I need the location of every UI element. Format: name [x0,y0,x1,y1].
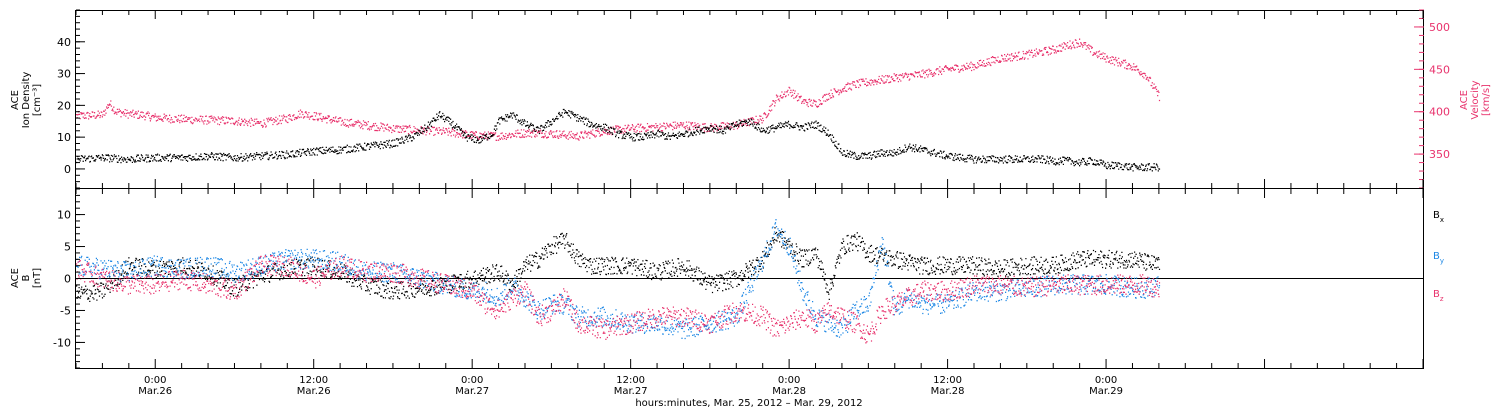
y-tick-label: 30 [57,68,71,81]
series-ion-density [76,108,1161,172]
velocity-tick-label: 350 [1429,148,1450,161]
x-tick-date: Mar.27 [614,386,648,397]
series-bz [76,254,1161,344]
x-tick-time: 12:00 [933,375,962,386]
legend-bz: Bz [1433,289,1444,303]
x-tick-date: Mar.28 [931,386,965,397]
x-tick-time: 0:00 [778,375,800,386]
density-axis: 0 10 20 30 40 [57,9,85,189]
y-tick-label: 0 [64,273,71,286]
series-velocity [76,38,1161,142]
x-tick-time: 12:00 [616,375,645,386]
y-tick-label: 20 [57,99,71,112]
x-tick-date: Mar.29 [1089,386,1123,397]
x-tick-time: 12:00 [299,375,328,386]
y-tick-label: 5 [64,241,71,254]
x-tick-date: Mar.28 [772,386,806,397]
svg-text:ACEVelocity[km/s]: ACEVelocity[km/s] [1459,80,1492,119]
x-tick-date: Mar.26 [138,386,172,397]
series-by [76,219,1161,340]
velocity-tick-label: 450 [1429,63,1450,76]
top-panel-frame [75,10,1424,189]
time-axis: 0:00Mar.2612:00Mar.260:00Mar.2712:00Mar.… [75,10,1424,397]
svg-text:ACEIon Density[cm⁻³]: ACEIon Density[cm⁻³] [10,72,43,129]
x-tick-date: Mar.26 [297,386,331,397]
x-tick-date: Mar.27 [455,386,489,397]
x-tick-time: 0:00 [1095,375,1117,386]
bottom-panel: -10 -5 0 5 10 ACEB[nT] Bx By Bz [10,188,1444,369]
velocity-axis-label: ACEVelocity[km/s] [1459,80,1492,119]
y-tick-label: 0 [64,163,71,176]
b-field-axis-label: ACEB[nT] [10,268,43,288]
velocity-axis: 350 400 450 500 [1414,9,1450,189]
y-tick-label: 40 [57,36,71,49]
legend-by: By [1433,251,1444,265]
x-axis-label: hours:minutes, Mar. 25, 2012 – Mar. 29, … [635,398,862,409]
x-tick-time: 0:00 [144,375,166,386]
top-panel-data [76,38,1161,172]
svg-text:ACEB[nT]: ACEB[nT] [10,268,43,288]
b-field-axis: -10 -5 0 5 10 [53,188,85,369]
bottom-panel-frame [75,188,1424,369]
bottom-panel-data [76,219,1161,344]
velocity-tick-label: 500 [1429,21,1450,34]
top-panel: 0 10 20 30 40 350 400 450 500 ACEIon Density[cm… [10,9,1492,189]
y-tick-label: 10 [57,131,71,144]
b-field-legend: Bx By Bz [1433,210,1444,303]
y-tick-label: -10 [53,336,71,349]
velocity-tick-label: 400 [1429,106,1450,119]
legend-bx: Bx [1433,210,1444,224]
x-tick-time: 0:00 [461,375,483,386]
density-axis-label: ACEIon Density[cm⁻³] [10,72,43,129]
y-tick-label: -5 [60,304,71,317]
y-tick-label: 10 [57,209,71,222]
